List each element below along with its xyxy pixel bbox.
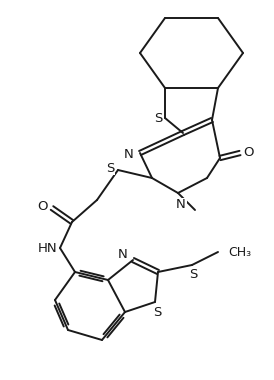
- Text: S: S: [154, 111, 162, 125]
- Text: N: N: [118, 249, 128, 261]
- Text: O: O: [243, 147, 253, 160]
- Text: N: N: [176, 198, 186, 212]
- Text: HN: HN: [38, 242, 58, 255]
- Text: S: S: [106, 162, 114, 174]
- Text: CH₃: CH₃: [228, 245, 251, 258]
- Text: S: S: [153, 306, 161, 318]
- Text: S: S: [189, 269, 197, 282]
- Text: N: N: [124, 147, 134, 160]
- Text: O: O: [37, 201, 47, 214]
